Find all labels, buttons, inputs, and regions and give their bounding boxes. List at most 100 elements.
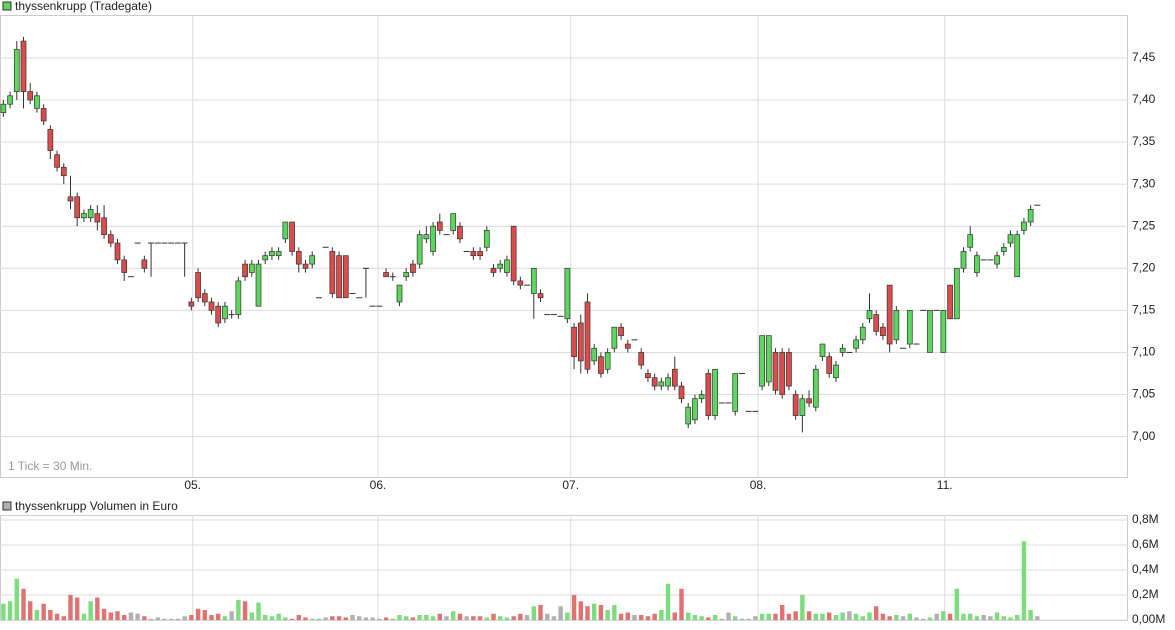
candle-body (477, 251, 483, 257)
candle-body (416, 234, 423, 265)
candle-body (880, 326, 886, 336)
volume-bar (155, 617, 160, 620)
x-tick-label: 07. (562, 478, 579, 492)
volume-bar (41, 603, 46, 620)
volume-bar (101, 608, 107, 620)
legend-swatch (2, 501, 12, 511)
candle-body (67, 196, 74, 202)
volume-bar (699, 616, 704, 620)
volume-bar (323, 617, 328, 620)
volume-bar (182, 616, 187, 620)
candle-body (450, 213, 457, 231)
volume-bar (968, 613, 973, 620)
volume-bar (28, 601, 33, 620)
candle-body (826, 356, 833, 374)
candle-body (396, 284, 403, 303)
candle-body (0, 103, 7, 113)
legend-swatch (2, 1, 12, 11)
volume-bar (457, 613, 463, 620)
candle-body (759, 335, 765, 387)
candle-body (651, 377, 658, 387)
candle-body (638, 352, 645, 366)
volume-bar (95, 597, 100, 620)
volume-bar (598, 605, 604, 620)
volume-bar (652, 613, 657, 620)
volume-bar (115, 611, 120, 620)
candle-body (195, 272, 201, 299)
candle-body (1027, 209, 1034, 223)
price-title: thyssenkrupp (Tradegate) (15, 0, 152, 13)
volume-bar (981, 615, 986, 620)
candle-body (873, 314, 880, 332)
candle-body (7, 95, 13, 105)
candle-body (1007, 234, 1014, 244)
candle-body (282, 221, 289, 240)
candle-body (423, 234, 430, 240)
volume-bar (739, 618, 745, 620)
candle-body (940, 310, 947, 353)
volume-bar (605, 610, 610, 620)
volume-bar (242, 601, 248, 620)
volume-bar (867, 612, 872, 620)
volume-bar (827, 612, 832, 620)
candle-body (215, 305, 222, 324)
volume-bar (444, 616, 449, 620)
volume-bar (424, 615, 429, 620)
volume-bar (974, 616, 980, 620)
volume-bar (927, 617, 933, 620)
volume-bar (941, 611, 946, 620)
volume-bar (464, 616, 469, 620)
candle-body (242, 263, 248, 278)
volume-bar (477, 616, 483, 620)
volume-bar (451, 611, 456, 620)
volume-bar (679, 588, 684, 620)
candle-body (504, 259, 510, 273)
candle-body (927, 310, 933, 353)
volume-bar (766, 613, 771, 620)
candle-body (792, 394, 799, 416)
volume-bar (81, 613, 87, 620)
candle-body (483, 230, 490, 248)
candle-body (114, 242, 121, 261)
candle-body (604, 352, 611, 370)
y-tick-label: 7,05 (1132, 387, 1156, 401)
candle-body (665, 377, 671, 387)
volume-bar (860, 616, 865, 620)
volume-bar (296, 615, 301, 620)
volume-bar (370, 617, 375, 620)
candle-body (262, 255, 269, 261)
price-frame (0, 15, 1128, 478)
x-tick-label: 06. (370, 478, 387, 492)
candle-body (812, 368, 819, 408)
candle-body (13, 49, 20, 92)
volume-bar (686, 612, 691, 620)
volume-bar (343, 617, 348, 620)
volume-bar (289, 618, 295, 620)
candle-body (470, 251, 477, 257)
volume-bar (592, 603, 597, 620)
candle-body (54, 154, 60, 168)
volume-bar (357, 616, 362, 620)
volume-bar (793, 611, 798, 620)
volume-bar (934, 613, 939, 620)
volume-bar (1035, 616, 1040, 620)
candle-body (732, 373, 739, 412)
candle-body (645, 373, 651, 379)
volume-bar (907, 613, 912, 620)
candle-body (490, 267, 497, 273)
candle-body (678, 385, 685, 400)
candle-body (624, 343, 631, 349)
volume-title: thyssenkrupp Volumen in Euro (15, 499, 178, 513)
volume-bar (545, 613, 550, 620)
volume-bar (48, 610, 53, 620)
volume-bar (1001, 616, 1006, 620)
volume-bar (229, 611, 234, 620)
volume-bar (195, 608, 201, 620)
volume-bar (310, 618, 315, 620)
volume-bar (14, 578, 19, 620)
volume-bar (1008, 617, 1013, 620)
candle-body (342, 255, 349, 299)
y-tick-label: 0,00M (1132, 612, 1165, 626)
volume-bar (142, 616, 147, 620)
